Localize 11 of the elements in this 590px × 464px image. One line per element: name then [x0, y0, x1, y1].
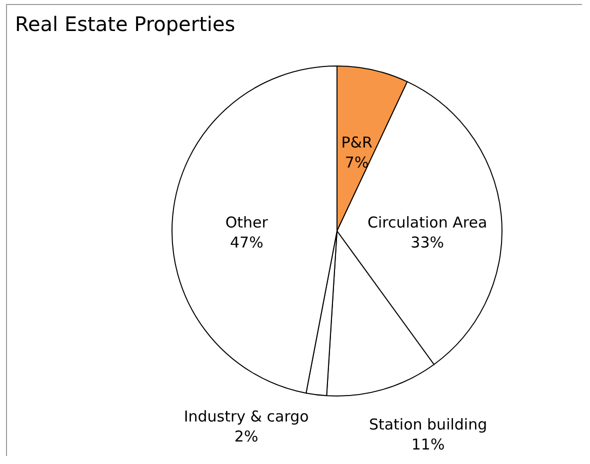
data-label: 2%	[234, 428, 258, 446]
data-label: 11%	[411, 435, 445, 454]
data-label: 33%	[410, 233, 444, 252]
chart-title: Real Estate Properties	[15, 12, 236, 36]
slice-label: Circulation Area	[368, 213, 488, 232]
slice-label: Other	[225, 213, 269, 232]
slice-label: Industry & cargo	[184, 408, 309, 426]
data-label: 47%	[230, 233, 264, 252]
slice-label: P&R	[341, 133, 372, 152]
slice-label: Station building	[368, 415, 488, 434]
data-label: 7%	[344, 153, 369, 172]
